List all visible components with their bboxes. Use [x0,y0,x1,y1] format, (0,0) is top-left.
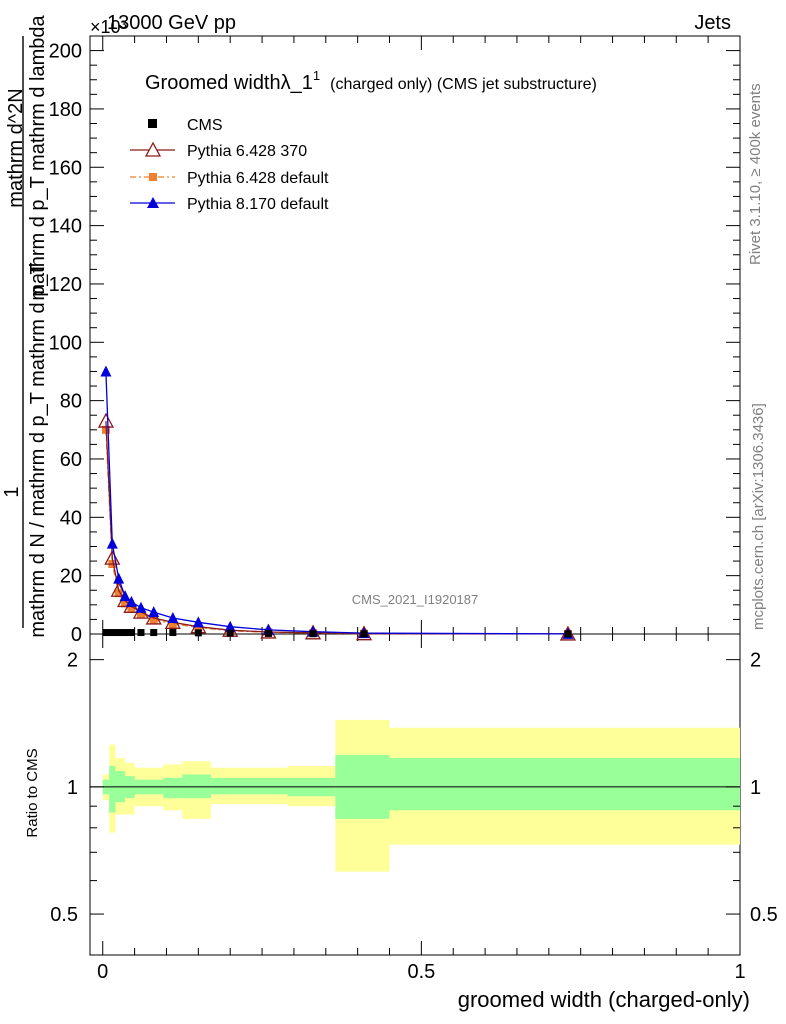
series-point-pythia-8-170-default [100,365,112,377]
series-point-pythia-6-428-370 [97,412,115,428]
legend-pythia6-default-label: Pythia 6.428 default [187,170,329,187]
legend-pythia8-default-label: Pythia 8.170 default [187,196,329,213]
ratio-band-stat [182,774,212,799]
ylabel-denominator: mathrm d N / mathrm d p_T mathrm d p_T [27,262,49,637]
ratio-axis-ticks: 0.5 0.5 1 1 2 2 0 0.5 1 [50,634,778,983]
series-point-cms [115,629,123,637]
plot-title-sup: 1 [313,68,320,83]
series-point-cms [226,629,234,637]
main-ytick-label: 180 [49,99,82,121]
ratio-ytick-label-left: 0.5 [50,904,78,926]
ratio-ytick-label-right: 1 [750,777,761,799]
series-point-pythia-6-428-370 [104,549,121,565]
legend-pythia6-default-marker [149,173,157,181]
analysis-id: CMS_2021_I1920187 [352,592,479,607]
ratio-xtick-label: 0 [97,961,108,983]
plot-title-lambda: λ_1 [281,72,313,94]
ratio-band-stat [109,766,116,813]
ratio-ytick-label-right: 2 [750,650,761,672]
series-point-cms [137,629,145,637]
series-point-pythia-6-428-default [168,619,177,628]
series-point-pythia-6-428-default [121,599,130,608]
series-line-pythia-6-428-default [105,429,568,635]
series-line-pythia-6-428-370 [105,421,568,635]
series-point-pythia-6-428-default [149,615,158,624]
legend-cms-marker [148,119,157,128]
mcplots-label: mcplots.cern.ch [arXiv:1306.3436] [750,403,767,630]
ylabel-right: mathrm d p_T mathrm d lambda [27,14,49,300]
ratio-band-stat [389,758,740,811]
main-ytick-label: 140 [49,216,82,238]
series-point-pythia-8-170-default [135,601,147,613]
series-point-pythia-8-170-default [106,537,118,549]
energy-label: 13000 GeV pp [107,12,236,34]
ratio-xtick-label: 0.5 [407,961,435,983]
ylabel-one: 1 [1,486,23,497]
main-ytick-label: 100 [49,332,82,354]
series-point-pythia-6-428-default [136,609,145,618]
legend-pythia6-370-label: Pythia 6.428 370 [187,143,307,160]
legend-cms: CMS [148,117,223,134]
main-ytick-label: 80 [60,391,82,413]
series-point-cms [127,629,135,637]
legend: CMS Pythia 6.428 370 Pythia 6.428 defaul… [130,117,329,213]
series-point-cms [264,629,272,637]
main-ytick-label: 120 [49,274,82,296]
rivet-label: Rivet 3.1.10, ≥ 400k events [747,83,764,265]
series-point-pythia-8-170-default [224,620,236,632]
plot-title-main: Groomed width [145,72,281,94]
ylabel-numerator: mathrm d^2N [5,88,27,207]
series-layer [97,365,577,641]
series-point-cms [360,630,368,638]
series-point-pythia-6-428-default [194,623,203,632]
series-point-cms [108,629,116,637]
plot-title: Groomed widthλ_11 (charged only) (CMS jet… [145,68,597,94]
series-point-cms [564,630,572,638]
series-point-pythia-8-170-default [119,590,131,602]
legend-pythia6-370-marker [144,141,162,157]
ratio-band-stat [163,777,183,799]
main-axis-ticks: 0 20 40 60 80 100 120 140 160 180 200 [49,36,741,646]
series-point-cms [309,630,317,638]
process-label: Jets [694,12,731,34]
legend-pythia6-370: Pythia 6.428 370 [130,141,307,160]
main-ylabel: 1 mathrm d^2N mathrm d p_T mathrm d lamb… [1,14,49,637]
ratio-ylabel: Ratio to CMS [24,748,41,837]
legend-pythia8-default: Pythia 8.170 default [130,196,329,213]
main-ytick-label: 60 [60,449,82,471]
series-point-pythia-6-428-370 [145,609,162,625]
ratio-band-stat [211,777,288,795]
exponent-label: ×10³ [90,17,127,37]
series-line-pythia-8-170-default [105,371,568,635]
legend-cms-label: CMS [187,117,223,134]
series-point-cms [102,629,110,637]
series-point-cms [150,629,158,637]
main-ytick-label: 0 [71,624,82,646]
series-point-pythia-8-170-default [167,611,179,623]
series-point-cms [194,629,202,637]
ratio-xtick-label: 1 [734,961,745,983]
ratio-ytick-label-left: 1 [67,777,78,799]
series-point-pythia-8-170-default [192,616,204,628]
ratio-ytick-label-left: 2 [67,650,78,672]
series-point-cms [121,629,129,637]
legend-pythia8-default-marker [147,197,159,208]
plot-title-suffix: (charged only) (CMS jet substructure) [330,76,597,93]
series-point-pythia-6-428-default [127,603,136,612]
legend-pythia6-default: Pythia 6.428 default [130,170,329,187]
xlabel: groomed width (charged-only) [458,987,750,1012]
series-point-cms [169,629,177,637]
main-ytick-label: 200 [49,41,82,63]
series-point-pythia-8-170-default [148,606,160,618]
main-ytick-label: 40 [60,507,82,529]
main-ytick-label: 160 [49,157,82,179]
series-point-pythia-6-428-default [114,589,123,598]
series-point-pythia-8-170-default [113,572,125,584]
series-point-pythia-8-170-default [125,595,137,607]
ratio-ytick-label-right: 0.5 [750,904,778,926]
main-ytick-label: 20 [60,566,82,588]
ratio-bands [102,719,740,872]
